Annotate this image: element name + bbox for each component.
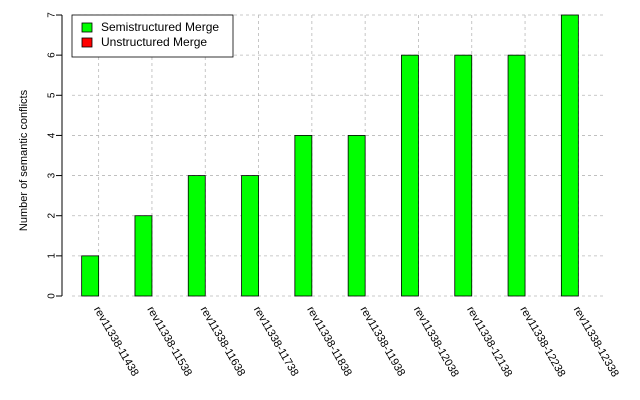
y-axis: 0 1 2 3 4 5 6 7 (47, 12, 63, 299)
y-tick-label: 6 (47, 52, 58, 58)
y-tick-label: 0 (47, 293, 58, 299)
y-axis-title: Number of semantic conflicts (18, 89, 30, 231)
x-axis-labels: rev11338-11438 rev11338-11538 rev11338-116… (91, 305, 621, 380)
y-tick-label: 2 (47, 212, 58, 218)
y-tick-label: 5 (47, 92, 58, 98)
bar-semistructured (294, 135, 313, 297)
y-tick-label: 3 (47, 172, 58, 178)
y-tick-label: 1 (47, 253, 58, 259)
bar-semistructured (347, 135, 366, 297)
legend-box (71, 14, 234, 58)
legend-swatch (81, 22, 93, 33)
bar-semistructured (187, 175, 206, 297)
legend-label: Semistructured Merge (101, 20, 219, 34)
x-tick-label: rev11338-11538 (144, 305, 194, 379)
bars (81, 14, 579, 297)
x-tick-label: rev11338-11938 (358, 305, 408, 379)
x-tick-label: rev11338-11838 (304, 305, 354, 379)
bar-semistructured (241, 175, 259, 297)
x-tick-label: rev11338-12238 (517, 305, 567, 380)
bar-semistructured (134, 215, 153, 297)
legend-swatch (81, 37, 93, 48)
bar-semistructured (401, 54, 419, 297)
x-tick-label: rev11338-12338 (571, 305, 621, 380)
x-tick-label: rev11338-12138 (464, 305, 514, 380)
x-tick-label: rev11338-11738 (251, 305, 301, 379)
x-tick-label: rev11338-12038 (411, 305, 461, 380)
x-tick-label: rev11338-11638 (198, 305, 248, 379)
bar-semistructured (81, 255, 100, 297)
y-tick-label: 4 (47, 132, 58, 138)
legend-label: Unstructured Merge (101, 35, 207, 49)
bar-semistructured (507, 54, 526, 297)
y-tick-label: 7 (47, 12, 58, 18)
bar-semistructured (454, 54, 473, 297)
x-tick-label: rev11338-11438 (91, 305, 141, 379)
bar-semistructured (560, 14, 579, 297)
